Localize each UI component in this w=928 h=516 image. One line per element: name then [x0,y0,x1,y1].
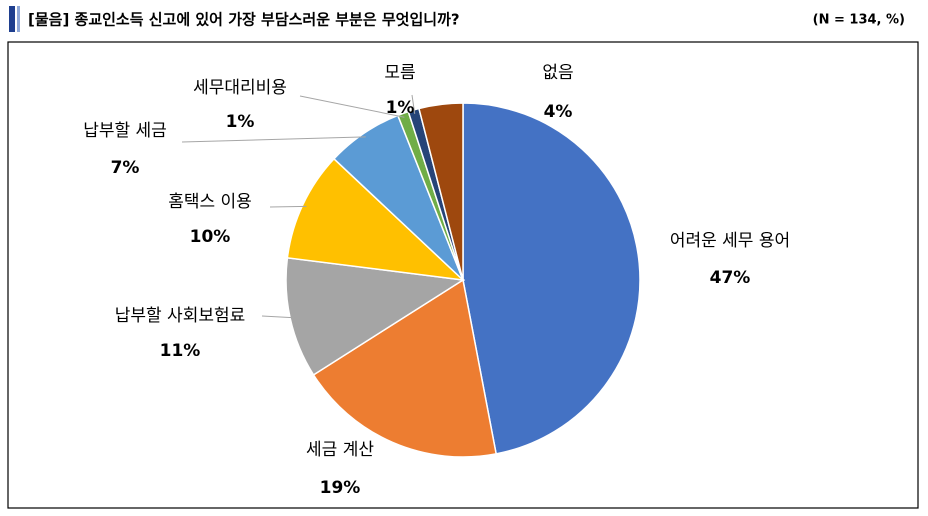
value-label: 10% [190,227,231,247]
slice-label: 모름 [384,63,415,83]
leader-line [299,95,405,118]
value-label: 47% [710,268,751,288]
title-marker [17,6,20,32]
slice-label: 세금 계산 [306,440,374,460]
leader-line [269,205,307,208]
slice-label: 어려운 세무 용어 [670,231,790,251]
leader-line [181,136,366,143]
title-marker [9,6,15,32]
slice-label: 홈택스 이용 [168,192,252,212]
value-label: 19% [320,478,361,498]
pie-slice [462,102,641,455]
pie-slice [286,157,466,282]
slice-label: 없음 [542,63,573,83]
value-label: 4% [544,102,573,122]
chart-title: [물음] 종교인소득 신고에 있어 가장 부담스러운 부분은 무엇입니까? [28,11,460,29]
value-label: 1% [226,112,255,132]
leader-line [411,94,416,114]
pie-slice [312,278,498,458]
slice-label: 납부할 사회보험료 [115,306,246,326]
value-label: 11% [160,341,201,361]
pie-slice [285,256,466,376]
chart-frame [7,41,919,509]
slice-label: 세무대리비용 [193,78,287,98]
value-label: 1% [386,98,415,118]
slice-label: 납부할 세금 [83,121,167,141]
chart-note: (N = 134, %) [813,13,905,28]
leader-line [261,315,295,319]
value-label: 7% [111,158,140,178]
pie-slice [418,102,464,281]
